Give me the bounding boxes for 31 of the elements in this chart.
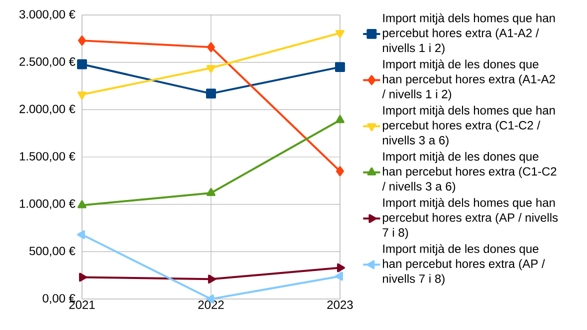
x-tick-label: 2023 <box>327 300 353 309</box>
point <box>336 115 344 124</box>
x-tick-label: 2022 <box>198 300 224 309</box>
y-tick-label: 3.000,00 € <box>19 10 76 20</box>
point <box>78 200 86 208</box>
point <box>206 65 216 73</box>
y-tick-label: 500,00 € <box>29 246 76 257</box>
point <box>208 274 216 284</box>
point <box>77 230 85 240</box>
point <box>77 59 87 70</box>
point <box>78 36 86 46</box>
point <box>206 88 216 99</box>
point <box>207 42 215 52</box>
point <box>336 166 344 176</box>
legend-label: Import mitjà de les dones que han percebut hores extra (C1-C2 / nivells 3 a 6) <box>382 152 556 193</box>
y-tick-label: 2.500,00 € <box>20 57 76 68</box>
point <box>206 188 216 196</box>
y-tick-label: 2.000,00 € <box>20 104 76 115</box>
y-tick-label: 1.000,00 € <box>20 199 76 210</box>
y-tick-label: 1.500,00 € <box>20 152 76 162</box>
point <box>78 92 86 100</box>
point <box>337 263 345 272</box>
legend-label: Import mitjà de les dones que han percebut hores extra (A1-A2 / nivells 1 i 2) <box>382 60 555 101</box>
legend-label: Import mitjà dels homes que han percebut hores extra (C1-C2 / nivells 3 a 6) <box>382 106 555 147</box>
point <box>335 62 345 72</box>
legend-label: Import mitjà de les dones que han percebut hores extra (AP / nivells 7 i 8) <box>382 244 545 286</box>
legend-label: Import mitjà dels homes que han percebut hores extra (A1-A2 / nivells 1 i 2) <box>382 13 555 55</box>
point <box>79 272 87 282</box>
point <box>335 272 343 281</box>
legend-label: Import mitjà dels homes que han percebut hores extra (AP / nivells 7 i 8) <box>382 198 558 240</box>
point <box>336 30 344 38</box>
